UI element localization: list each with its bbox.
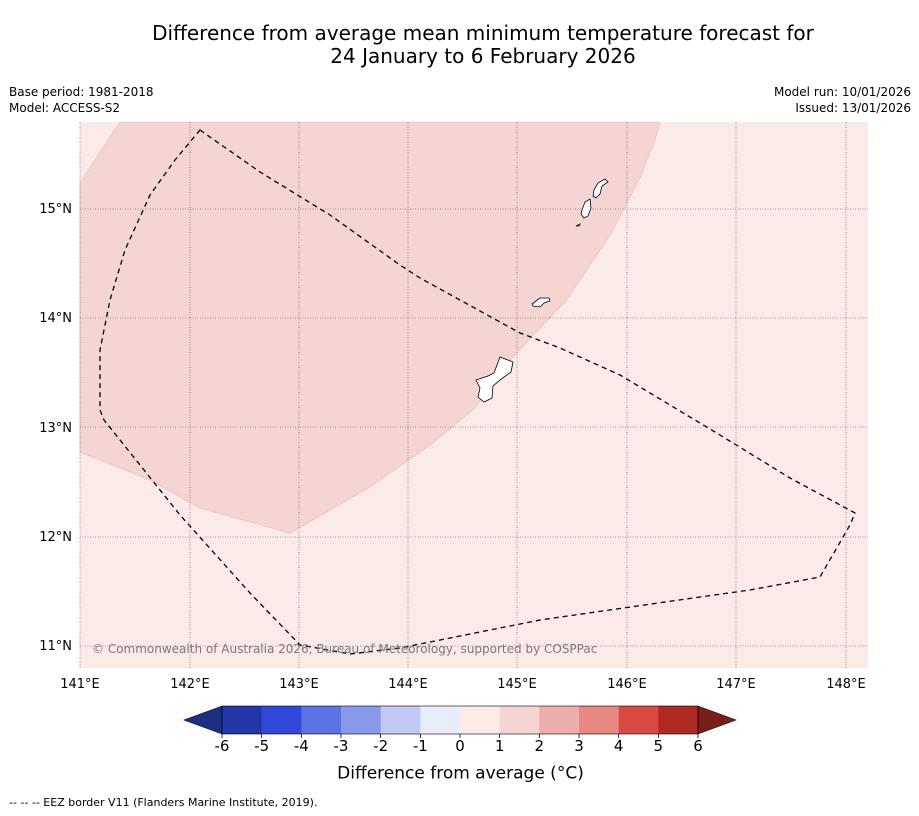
- island-tinian: [580, 198, 592, 219]
- colorbar-swatch: [420, 706, 461, 734]
- colorbar-ticks: -6 -5 -4 -3 -2 -1 0 1 2 3 4 5 6: [215, 734, 703, 755]
- colorbar-tick-label: 3: [574, 737, 584, 755]
- colorbar-swatch: [539, 706, 580, 734]
- colorbar-label-unit: °C: [556, 763, 578, 784]
- eez-border: [99, 129, 856, 655]
- lat-label: 15°N: [39, 202, 72, 217]
- colorbar-tick-label: 4: [614, 737, 624, 755]
- lon-labels: 141°E 142°E 143°E 144°E 145°E 146°E 147°…: [60, 677, 866, 692]
- issued-date: Issued: 13/01/2026: [795, 101, 911, 115]
- colorbar-over-arrow: [697, 705, 737, 735]
- lon-label: 141°E: [60, 677, 100, 692]
- islands: [475, 178, 609, 403]
- title-line-2: 24 January to 6 February 2026: [330, 44, 636, 68]
- colorbar-tick-label: -3: [334, 737, 349, 755]
- lon-label: 147°E: [716, 677, 756, 692]
- island-aguijan: [575, 223, 581, 227]
- island-rota: [531, 297, 551, 308]
- meta-right: Model run: 10/01/2026 Issued: 13/01/2026: [774, 84, 911, 116]
- lon-label: 146°E: [607, 677, 647, 692]
- eez-footnote: -- -- -- EEZ border V11 (Flanders Marine…: [9, 796, 318, 809]
- colorbar: [183, 705, 737, 735]
- model-run: Model run: 10/01/2026: [773, 85, 911, 99]
- colorbar-swatch: [380, 706, 421, 734]
- lon-label: 143°E: [279, 677, 319, 692]
- colorbar-swatch: [460, 706, 500, 734]
- colorbar-tick-label: 2: [535, 737, 545, 755]
- colorbar-tick-label: 1: [495, 737, 505, 755]
- colorbar-tick-label: -4: [294, 737, 309, 755]
- colorbar-tick-label: -1: [413, 737, 428, 755]
- colorbar-swatch: [499, 706, 540, 734]
- chart-title: Difference from average mean minimum tem…: [0, 22, 919, 68]
- model-name: Model: ACCESS-S2: [9, 101, 121, 115]
- meta-left: Base period: 1981-2018 Model: ACCESS-S2: [9, 84, 154, 116]
- colorbar-tick-label: 5: [654, 737, 664, 755]
- colorbar-swatch: [261, 706, 302, 734]
- lat-label: 12°N: [39, 530, 72, 545]
- title-line-1: Difference from average mean minimum tem…: [152, 21, 814, 45]
- colorbar-tick-label: 6: [693, 737, 703, 755]
- colorbar-tick-label: -6: [215, 737, 230, 755]
- colorbar-swatch: [618, 706, 659, 734]
- lon-label: 144°E: [388, 677, 428, 692]
- island-guam: [475, 356, 514, 403]
- copyright-text: © Commonwealth of Australia 2026, Bureau…: [92, 642, 597, 656]
- colorbar-tick-label: -2: [373, 737, 388, 755]
- lon-label: 148°E: [826, 677, 866, 692]
- colorbar-swatch: [301, 706, 342, 734]
- colorbar-under-arrow: [183, 705, 223, 735]
- colorbar-swatch: [579, 706, 619, 734]
- base-period: Base period: 1981-2018: [9, 85, 154, 99]
- lon-label: 142°E: [170, 677, 210, 692]
- lat-label: 11°N: [39, 639, 72, 654]
- colorbar-label-close: ): [577, 763, 584, 784]
- lat-label: 14°N: [39, 311, 72, 326]
- lat-labels: 15°N 14°N 13°N 12°N 11°N: [39, 202, 72, 654]
- gridlines: [79, 122, 868, 668]
- colorbar-label-main: Difference from average (: [337, 763, 557, 784]
- colorbar-label: Difference from average (°C): [0, 762, 919, 784]
- colorbar-swatch: [341, 706, 381, 734]
- colorbar-tick-label: -5: [254, 737, 269, 755]
- lon-label: 145°E: [497, 677, 537, 692]
- island-saipan: [592, 178, 609, 199]
- colorbar-tick-label: 0: [455, 737, 465, 755]
- lat-label: 13°N: [39, 421, 72, 436]
- colorbar-swatch: [658, 706, 699, 734]
- colorbar-swatch: [222, 706, 262, 734]
